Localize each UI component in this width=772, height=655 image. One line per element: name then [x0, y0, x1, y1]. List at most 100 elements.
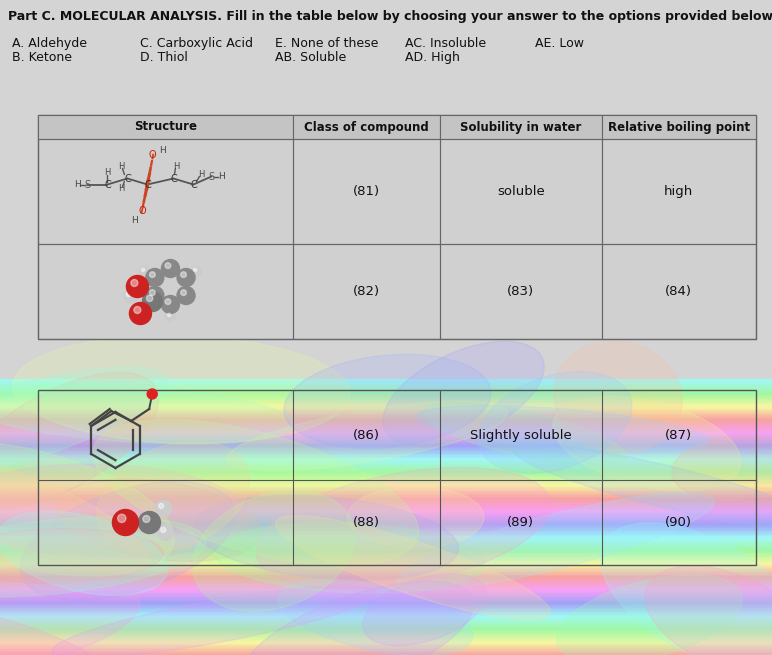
- Circle shape: [161, 527, 166, 533]
- Bar: [0, 652, 772, 655]
- Bar: [0, 478, 772, 480]
- Bar: [0, 432, 772, 435]
- Ellipse shape: [13, 335, 350, 444]
- Bar: [0, 602, 772, 604]
- Ellipse shape: [0, 517, 206, 597]
- Bar: [0, 570, 772, 572]
- Circle shape: [143, 515, 150, 523]
- Bar: [0, 637, 772, 640]
- Bar: [0, 593, 772, 596]
- Bar: [0, 401, 772, 403]
- Bar: [0, 402, 772, 405]
- Text: high: high: [664, 185, 693, 198]
- Bar: [38, 115, 756, 339]
- Bar: [0, 442, 772, 445]
- Bar: [0, 573, 772, 575]
- Bar: [0, 546, 772, 548]
- Text: C: C: [124, 174, 130, 183]
- Circle shape: [146, 269, 164, 286]
- Bar: [0, 628, 772, 630]
- Bar: [0, 552, 772, 555]
- Ellipse shape: [227, 401, 508, 471]
- Text: D. Thiol: D. Thiol: [140, 51, 188, 64]
- Ellipse shape: [56, 479, 260, 561]
- Bar: [0, 553, 772, 556]
- Bar: [0, 379, 772, 381]
- Bar: [0, 610, 772, 612]
- Bar: [0, 492, 772, 494]
- Text: C: C: [104, 179, 111, 189]
- Bar: [0, 596, 772, 599]
- Text: Relative boiling point: Relative boiling point: [608, 121, 750, 134]
- Bar: [0, 544, 772, 546]
- Circle shape: [117, 514, 126, 523]
- Bar: [293, 139, 440, 244]
- Bar: [0, 470, 772, 472]
- Ellipse shape: [0, 464, 249, 558]
- Bar: [0, 440, 772, 442]
- Ellipse shape: [0, 610, 130, 655]
- Bar: [0, 503, 772, 505]
- Ellipse shape: [553, 396, 741, 491]
- Ellipse shape: [363, 574, 486, 646]
- Bar: [0, 468, 772, 471]
- Bar: [0, 508, 772, 511]
- Bar: [0, 412, 772, 415]
- Bar: [0, 430, 772, 432]
- Bar: [0, 397, 772, 400]
- Ellipse shape: [415, 405, 709, 453]
- Bar: [0, 538, 772, 541]
- Bar: [0, 617, 772, 619]
- Circle shape: [181, 272, 186, 278]
- Bar: [0, 631, 772, 633]
- Ellipse shape: [277, 579, 472, 655]
- Bar: [0, 424, 772, 427]
- Bar: [0, 642, 772, 644]
- Bar: [0, 542, 772, 545]
- Bar: [0, 597, 772, 600]
- Text: (86): (86): [353, 428, 380, 441]
- Bar: [0, 547, 772, 549]
- Text: H: H: [104, 168, 110, 177]
- Text: H: H: [218, 172, 225, 181]
- Bar: [0, 558, 772, 560]
- Bar: [0, 495, 772, 497]
- Bar: [0, 577, 772, 580]
- Bar: [0, 620, 772, 622]
- Text: C: C: [144, 179, 151, 189]
- Bar: [0, 590, 772, 591]
- Ellipse shape: [645, 566, 772, 655]
- Circle shape: [157, 525, 174, 540]
- Text: (87): (87): [665, 428, 692, 441]
- Bar: [0, 566, 772, 569]
- Bar: [0, 591, 772, 593]
- Bar: [0, 466, 772, 468]
- Circle shape: [127, 276, 148, 297]
- Bar: [293, 244, 440, 339]
- Bar: [0, 458, 772, 461]
- Bar: [0, 394, 772, 396]
- Bar: [0, 561, 772, 563]
- Text: C: C: [170, 174, 177, 183]
- Circle shape: [147, 295, 153, 301]
- Bar: [0, 482, 772, 485]
- Text: H: H: [74, 180, 81, 189]
- Bar: [0, 443, 772, 446]
- Bar: [0, 413, 772, 416]
- Bar: [0, 525, 772, 527]
- Bar: [0, 517, 772, 519]
- Bar: [0, 648, 772, 651]
- Bar: [0, 512, 772, 515]
- Bar: [0, 581, 772, 584]
- Circle shape: [177, 269, 195, 286]
- Bar: [0, 599, 772, 601]
- Circle shape: [177, 286, 195, 305]
- Text: Slightly soluble: Slightly soluble: [470, 428, 572, 441]
- Bar: [0, 489, 772, 491]
- Bar: [0, 616, 772, 618]
- Bar: [0, 563, 772, 566]
- Bar: [0, 500, 772, 502]
- Bar: [0, 384, 772, 387]
- Bar: [0, 496, 772, 498]
- Ellipse shape: [600, 523, 772, 655]
